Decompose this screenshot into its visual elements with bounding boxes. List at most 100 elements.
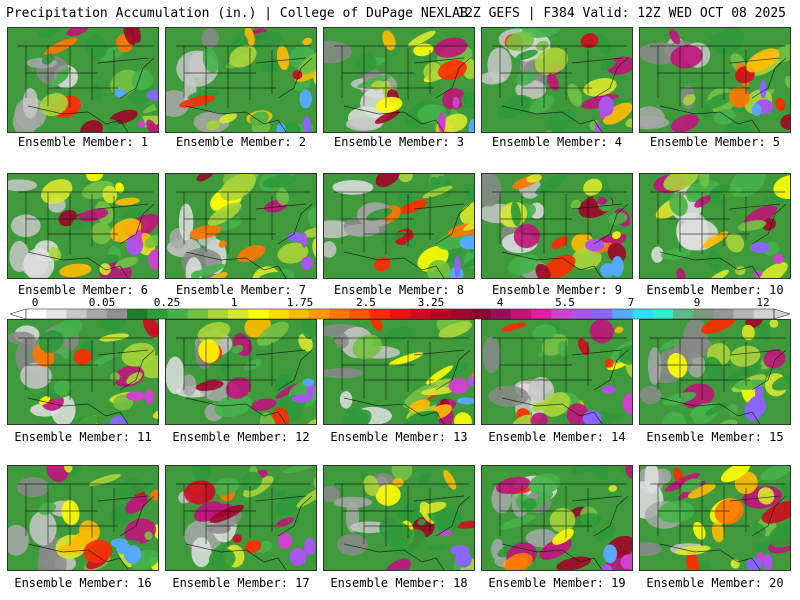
colorbar-tick-label: 12: [756, 296, 770, 309]
ensemble-member-label: Ensemble Member: 18: [330, 576, 468, 590]
colorbar-bin: [167, 309, 189, 319]
colorbar-bin: [86, 309, 108, 319]
colorbar-bin: [652, 309, 674, 319]
ensemble-map-8: [323, 173, 475, 279]
colorbar-bin: [329, 309, 350, 319]
colorbar-bin: [430, 309, 451, 319]
precip-map-image: [166, 320, 316, 424]
ensemble-member-label: Ensemble Member: 4: [491, 135, 623, 149]
colorbar-bin: [207, 309, 229, 319]
precip-map-image: [640, 320, 790, 424]
run-valid-time: 12Z GEFS | F384 Valid: 12Z WED OCT 08 20…: [457, 6, 786, 21]
colorbar-bin: [612, 309, 633, 319]
ensemble-member-label: Ensemble Member: 3: [333, 135, 465, 149]
ensemble-member-label: Ensemble Member: 1: [17, 135, 149, 149]
colorbar-bin: [66, 309, 87, 319]
ensemble-member-label: Ensemble Member: 2: [175, 135, 307, 149]
precip-map-image: [640, 174, 790, 278]
ensemble-map-11: [7, 319, 159, 425]
colorbar-bin: [693, 309, 714, 319]
colorbar-bin: [268, 309, 290, 319]
ensemble-member-label: Ensemble Member: 7: [175, 283, 307, 297]
precip-map-image: [324, 466, 474, 570]
ensemble-map-12: [165, 319, 317, 425]
colorbar-bin: [571, 309, 593, 319]
colorbar-bin: [127, 309, 148, 319]
ensemble-map-5: [639, 27, 791, 133]
ensemble-map-6: [7, 173, 159, 279]
colorbar-tick-label: 1.75: [286, 296, 314, 309]
colorbar-bin: [147, 309, 168, 319]
precip-map-image: [8, 28, 158, 132]
colorbar-bin: [632, 309, 654, 319]
colorbar-bin: [733, 309, 755, 319]
ensemble-map-2: [165, 27, 317, 133]
colorbar-bin: [511, 309, 532, 319]
precip-map-image: [8, 466, 158, 570]
ensemble-member-label: Ensemble Member: 17: [172, 576, 310, 590]
precip-map-image: [324, 28, 474, 132]
colorbar-tick-label: 2.5: [356, 296, 376, 309]
colorbar-bin: [490, 309, 512, 319]
precip-map-image: [8, 174, 158, 278]
ensemble-map-7: [165, 173, 317, 279]
precip-colorbar: 0 0.05 0.25 1 1.75 2.5 3.25 4 5.5 7 9 12: [10, 296, 790, 320]
ensemble-map-1: [7, 27, 159, 133]
precip-map-image: [8, 320, 158, 424]
header: Precipitation Accumulation (in.) | Colle…: [0, 0, 800, 28]
ensemble-map-13: [323, 319, 475, 425]
colorbar-tick-label: 0.25: [153, 296, 181, 309]
colorbar-bin: [672, 309, 694, 319]
colorbar-bin: [753, 309, 775, 319]
colorbar-bin: [46, 309, 67, 319]
ensemble-map-15: [639, 319, 791, 425]
precip-map-image: [166, 28, 316, 132]
precip-map-image: [166, 466, 316, 570]
colorbar-bin: [410, 309, 431, 319]
ensemble-map-16: [7, 465, 159, 571]
ensemble-member-label: Ensemble Member: 13: [330, 430, 468, 444]
colorbar-bin: [288, 309, 310, 319]
ensemble-map-10: [639, 173, 791, 279]
colorbar-max-arrow: [773, 308, 790, 320]
ensemble-map-3: [323, 27, 475, 133]
ensemble-map-4: [481, 27, 633, 133]
ensemble-member-label: Ensemble Member: 6: [17, 283, 149, 297]
colorbar-bin: [26, 309, 47, 319]
colorbar-bin: [309, 309, 330, 319]
colorbar-bin: [470, 309, 492, 319]
ensemble-member-label: Ensemble Member: 16: [14, 576, 152, 590]
ensemble-map-19: [481, 465, 633, 571]
precip-map-image: [166, 174, 316, 278]
ensemble-map-20: [639, 465, 791, 571]
ensemble-member-label: Ensemble Member: 15: [646, 430, 784, 444]
colorbar-bin: [531, 309, 552, 319]
precip-map-image: [482, 466, 632, 570]
ensemble-member-label: Ensemble Member: 5: [649, 135, 781, 149]
precip-map-image: [324, 320, 474, 424]
ensemble-member-label: Ensemble Member: 14: [488, 430, 626, 444]
precip-map-image: [482, 28, 632, 132]
chart-title: Precipitation Accumulation (in.) | Colle…: [6, 6, 468, 21]
precip-map-image: [482, 320, 632, 424]
colorbar-tick-label: 0: [31, 296, 39, 309]
colorbar-bin: [106, 309, 128, 319]
colorbar-tick-label: 9: [693, 296, 701, 309]
colorbar-bin: [369, 309, 391, 319]
ensemble-map-9: [481, 173, 633, 279]
colorbar-strip: [10, 308, 790, 320]
colorbar-tick-label: 4: [496, 296, 504, 309]
ensemble-member-label: Ensemble Member: 10: [646, 283, 784, 297]
ensemble-member-label: Ensemble Member: 11: [14, 430, 152, 444]
colorbar-tick-label: 1: [230, 296, 238, 309]
colorbar-tick-label: 7: [627, 296, 635, 309]
precip-map-image: [324, 174, 474, 278]
ensemble-member-label: Ensemble Member: 9: [491, 283, 623, 297]
colorbar-bin: [450, 309, 472, 319]
colorbar-tick-label: 3.25: [417, 296, 445, 309]
colorbar-bin: [713, 309, 734, 319]
ensemble-map-18: [323, 465, 475, 571]
colorbar-tick-label: 5.5: [555, 296, 575, 309]
precip-map-image: [482, 174, 632, 278]
colorbar-bin: [592, 309, 613, 319]
